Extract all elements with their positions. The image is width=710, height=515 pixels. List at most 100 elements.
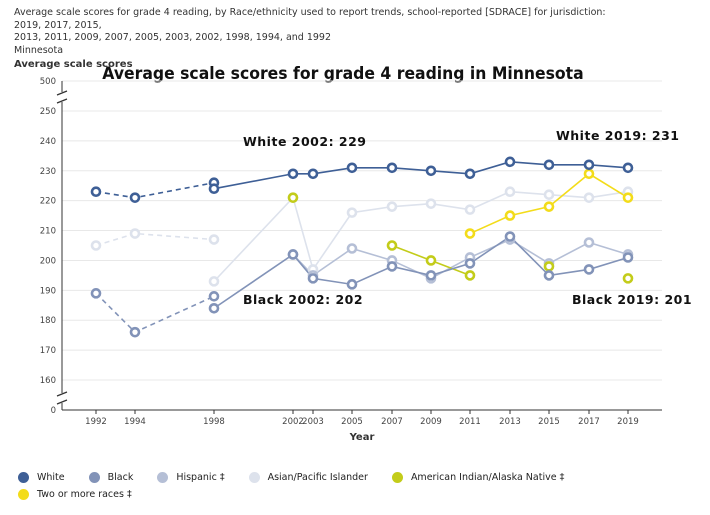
series-line-dashed [95, 232, 215, 247]
data-point [208, 183, 220, 195]
data-point [386, 201, 398, 212]
data-point [346, 162, 358, 174]
data-annotation: White 2002: 229 [243, 134, 367, 149]
data-point [504, 210, 516, 221]
data-point [386, 261, 398, 272]
data-point [307, 168, 319, 180]
legend-label: Asian/Pacific Islander [267, 472, 368, 483]
series-line-dashed [95, 292, 215, 334]
data-point [287, 168, 299, 180]
x-tick-label: 2009 [420, 417, 442, 427]
data-annotation: Black 2002: 202 [243, 292, 363, 307]
data-point [208, 234, 220, 245]
data-point [622, 252, 634, 263]
data-point [287, 192, 299, 203]
y-tick-label: 160 [40, 376, 56, 386]
line-chart: Average scale scores for grade 4 reading… [14, 59, 692, 443]
y-tick-label: 200 [40, 256, 56, 266]
caption-line-1: Average scale scores for grade 4 reading… [14, 7, 606, 31]
legend-label: Two or more races ‡ [37, 489, 132, 500]
data-point [543, 201, 555, 212]
legend-swatch [248, 472, 260, 483]
axis-break-mark [56, 90, 68, 104]
data-point [543, 159, 555, 171]
x-tick-label: 1998 [203, 417, 225, 427]
legend-label: American Indian/Alaska Native ‡ [410, 472, 565, 483]
y-tick-label: 180 [40, 316, 56, 326]
x-tick-label: 2015 [538, 417, 560, 427]
legend-swatch [18, 489, 29, 500]
data-point [504, 231, 516, 242]
data-point [583, 168, 595, 180]
data-point [287, 249, 299, 260]
y-tick-label: 250 [40, 107, 56, 117]
data-point [464, 228, 476, 239]
data-point [208, 291, 220, 302]
legend-item[interactable]: American Indian/Alaska Native ‡ [391, 472, 565, 483]
axis-break-mark [56, 391, 68, 405]
legend-label: White [37, 472, 65, 483]
y-tick-label: 170 [40, 346, 56, 356]
x-tick-label: 1994 [124, 417, 146, 427]
data-point [90, 288, 102, 299]
x-tick-label: 2019 [617, 417, 639, 427]
x-tick-label: 2007 [381, 417, 403, 427]
chart-caption: Average scale scores for grade 4 reading… [14, 7, 614, 57]
legend-swatch [391, 472, 403, 483]
x-tick-label: 2013 [499, 417, 521, 427]
data-point [583, 237, 595, 248]
x-tick-label: 2003 [302, 417, 324, 427]
caption-line-3: Minnesota [14, 44, 64, 56]
legend-item[interactable]: Black [88, 472, 134, 483]
y-tick-label: 500 [40, 77, 56, 87]
data-point [425, 270, 437, 281]
legend-item[interactable]: Hispanic ‡ [157, 472, 225, 483]
data-annotation: White 2019: 231 [556, 128, 680, 143]
data-point [346, 279, 358, 290]
legend-swatch [88, 472, 100, 483]
legend-item[interactable]: White [18, 472, 65, 483]
data-point [307, 273, 319, 284]
x-tick-label: 2005 [341, 417, 363, 427]
data-annotation: Black 2019: 201 [572, 292, 692, 307]
data-point [464, 258, 476, 269]
y-tick-label: 0 [51, 406, 56, 416]
x-tick-label: 2002 [282, 417, 304, 427]
data-point [386, 162, 398, 174]
data-point [425, 198, 437, 209]
x-axis-label: Year [349, 432, 375, 443]
y-tick-label: 240 [40, 137, 56, 147]
series-line [213, 190, 629, 282]
data-point [90, 186, 102, 197]
data-point [622, 192, 634, 203]
chart-title: Average scale scores for grade 4 reading… [102, 63, 583, 83]
legend-label: Black [107, 472, 134, 483]
y-tick-label: 220 [40, 197, 56, 207]
y-tick-label: 190 [40, 286, 56, 296]
data-point [622, 273, 634, 284]
data-point [543, 189, 555, 200]
legend-item[interactable]: Two or more races ‡ [18, 489, 132, 500]
y-tick-label: 210 [40, 227, 56, 237]
x-tick-label: 2017 [578, 417, 600, 427]
legend-label: Hispanic ‡ [176, 472, 225, 483]
series-line [213, 161, 629, 190]
legend-item[interactable]: Asian/Pacific Islander [248, 472, 368, 483]
legend-swatch [18, 472, 29, 483]
legend-swatch [157, 472, 169, 483]
y-axis-label: Average scale scores [14, 59, 133, 70]
data-point [504, 186, 516, 197]
data-point [346, 243, 358, 254]
data-point [464, 168, 476, 180]
data-point [346, 207, 358, 218]
series-line-dashed [95, 181, 215, 199]
data-point [543, 270, 555, 281]
data-point [464, 204, 476, 215]
data-point [129, 192, 141, 203]
data-point [425, 165, 437, 177]
data-point [504, 156, 516, 168]
x-tick-label: 2011 [459, 417, 481, 427]
data-point [583, 159, 595, 171]
data-point [543, 261, 555, 272]
data-point [90, 240, 102, 251]
